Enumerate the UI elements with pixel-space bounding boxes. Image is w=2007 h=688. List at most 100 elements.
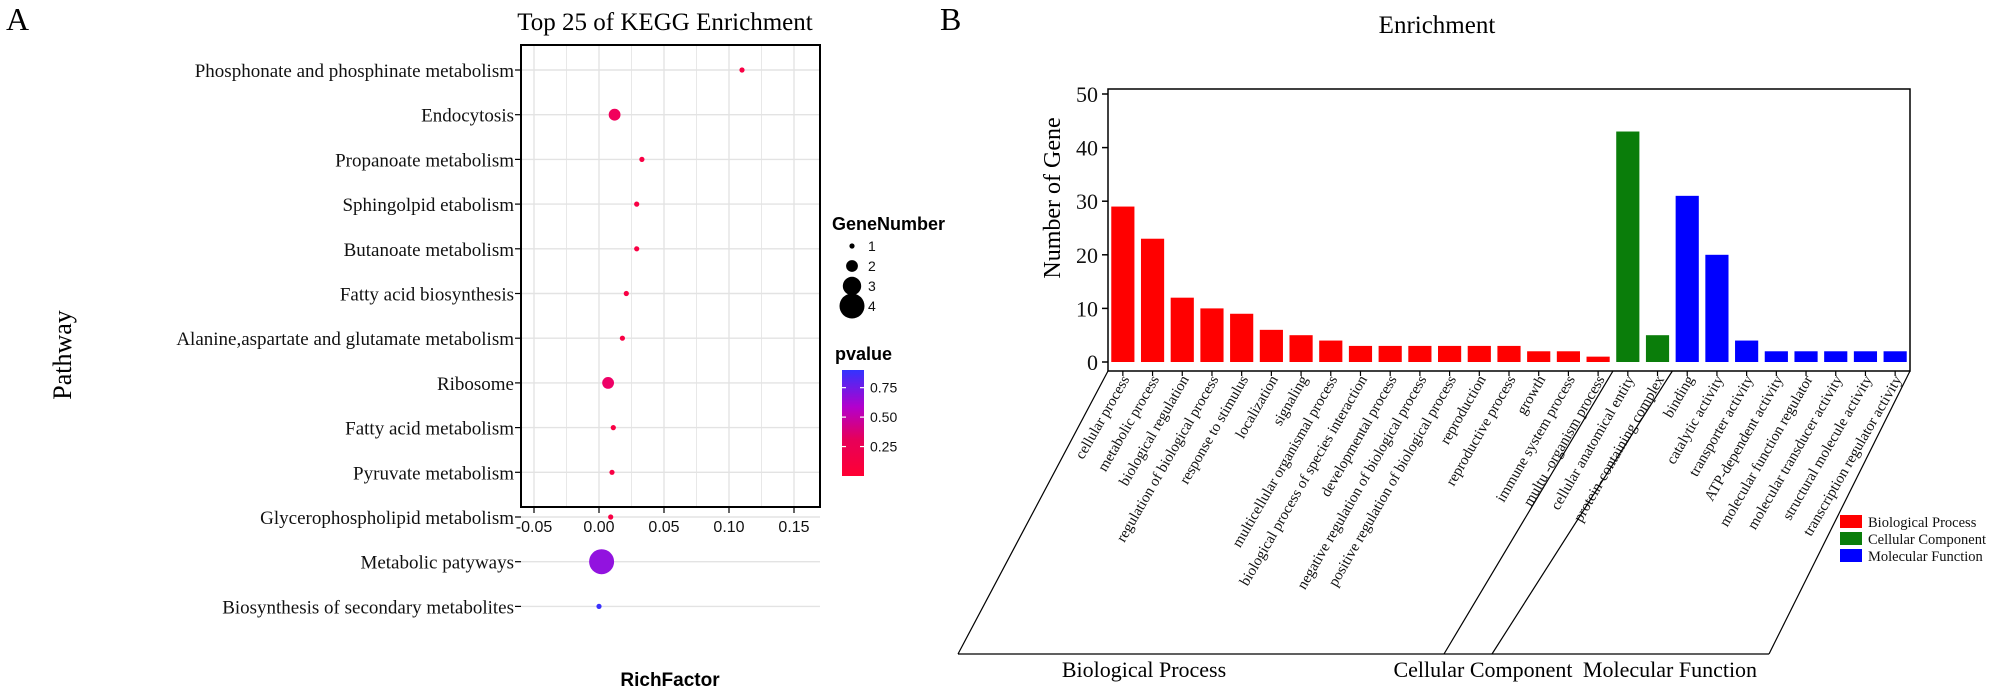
kegg-point — [610, 425, 616, 431]
kegg-pathway-label: Phosphonate and phosphinate metabolism — [195, 61, 514, 82]
go-y-tick-label: 10 — [1076, 296, 1098, 321]
kegg-pathway-label: Glycerophospholipid metabolism — [260, 508, 514, 529]
gene-number-legend-label: 3 — [868, 278, 876, 294]
kegg-pathway-label: Pyruvate metabolism — [353, 463, 514, 484]
go-bar — [1556, 351, 1580, 362]
gene-number-legend-items: 1 2 3 4 — [839, 238, 876, 319]
gene-number-legend-dot — [842, 276, 862, 296]
go-legend-swatch — [1840, 515, 1862, 528]
go-group-perspective-lines — [957, 370, 1911, 655]
kegg-pathway-label: Propanoate metabolism — [335, 150, 514, 171]
go-bar — [1378, 345, 1402, 362]
kegg-pathway-label: Metabolic patyways — [360, 553, 514, 574]
kegg-point — [634, 246, 640, 252]
go-bar — [1259, 329, 1283, 362]
kegg-plot-background — [521, 45, 820, 507]
pvalue-legend-title: pvalue — [835, 344, 892, 364]
kegg-pathway-label: Biosynthesis of secondary metabolites — [222, 597, 514, 618]
go-bar — [1675, 195, 1699, 362]
go-bar — [1586, 356, 1610, 362]
go-legend-label: Molecular Function — [1868, 549, 1984, 565]
pvalue-legend: pvalue 0.25 0.50 0.75 — [835, 344, 897, 476]
go-group-divider — [957, 370, 1109, 655]
go-bar — [1319, 340, 1343, 362]
panel-label-b: B — [940, 1, 961, 37]
go-bar — [1289, 335, 1313, 362]
kegg-point — [596, 603, 602, 610]
kegg-chart-title: Top 25 of KEGG Enrichment — [517, 9, 812, 36]
kegg-x-ticks: -0.05 0.00 0.05 0.10 0.15 — [516, 507, 810, 536]
gene-number-legend-label: 4 — [868, 298, 876, 314]
gene-number-legend-dot — [839, 293, 865, 319]
go-y-tick-label: 50 — [1076, 82, 1098, 107]
go-bar — [1527, 351, 1551, 362]
go-y-tick-label: 40 — [1076, 136, 1098, 161]
kegg-pathway-label: Endocytosis — [421, 106, 514, 127]
kegg-point — [608, 108, 621, 121]
go-legend-swatch — [1840, 549, 1862, 562]
go-bars — [1111, 131, 1907, 362]
kegg-point — [634, 201, 640, 207]
go-bar — [1497, 345, 1521, 362]
go-enrichment-chart: Enrichment 0 10 20 30 40 50 Number of Gene ce… — [957, 12, 1986, 682]
kegg-pathway-label: Alanine,aspartate and glutamate metaboli… — [176, 329, 514, 350]
go-chart-title: Enrichment — [1379, 12, 1496, 39]
kegg-x-tick-label: 0.05 — [648, 519, 679, 536]
go-y-tick-label: 0 — [1087, 350, 1098, 375]
kegg-point — [623, 290, 629, 297]
kegg-point — [602, 377, 614, 389]
gene-number-legend-label: 2 — [868, 258, 876, 274]
go-bar — [1735, 340, 1759, 362]
go-bar — [1200, 308, 1224, 362]
go-bar — [1794, 351, 1818, 362]
kegg-point — [739, 67, 745, 73]
go-y-tick-label: 30 — [1076, 189, 1098, 214]
gene-number-legend-title: GeneNumber — [832, 214, 945, 234]
kegg-point — [619, 335, 626, 341]
go-legend-label: Cellular Component — [1868, 532, 1986, 548]
pvalue-legend-label: 0.50 — [870, 409, 897, 425]
kegg-pathway-labels: Phosphonate and phosphinate metabolism En… — [176, 61, 521, 618]
go-bar — [1111, 206, 1135, 362]
gene-number-legend-dot — [849, 243, 855, 249]
go-bar — [1170, 297, 1194, 362]
kegg-points — [589, 67, 745, 610]
go-y-axis-label: Number of Gene — [1040, 117, 1066, 278]
go-bar — [1438, 345, 1462, 362]
pvalue-legend-label: 0.25 — [870, 439, 897, 455]
go-legend-swatch — [1840, 532, 1862, 545]
go-y-axis: 0 10 20 30 40 50 — [1076, 82, 1108, 375]
go-bar — [1764, 351, 1788, 362]
go-legend-label: Biological Process — [1868, 515, 1977, 531]
kegg-x-tick-label: -0.05 — [516, 519, 553, 536]
pvalue-legend-ticks: 0.25 0.50 0.75 — [842, 380, 897, 455]
go-bar — [1348, 345, 1373, 362]
kegg-y-axis-label: Pathway — [48, 310, 77, 400]
kegg-pathway-label: Butanoate metabolism — [344, 240, 515, 261]
go-bar — [1705, 254, 1729, 362]
kegg-pathway-label: Fatty acid metabolism — [345, 419, 514, 440]
kegg-point — [609, 469, 615, 475]
kegg-point — [608, 514, 614, 520]
go-bar — [1140, 238, 1165, 362]
pvalue-legend-label: 0.75 — [870, 380, 897, 396]
go-bar — [1616, 131, 1640, 362]
kegg-plot-frame — [520, 44, 821, 508]
pvalue-colorbar — [842, 370, 864, 476]
kegg-gridlines — [521, 45, 820, 608]
kegg-bubble-chart: Top 25 of KEGG Enrichment Phosphonate an… — [48, 9, 945, 688]
gene-number-legend-label: 1 — [868, 238, 876, 254]
kegg-pathway-label: Sphingolpid etabolism — [342, 195, 514, 216]
kegg-point — [589, 549, 615, 575]
go-group-label: Biological Process — [1062, 657, 1226, 682]
kegg-x-tick-label: 0.15 — [778, 519, 809, 536]
go-bar — [1853, 351, 1878, 362]
gene-number-legend: GeneNumber 1 2 3 4 — [832, 214, 945, 319]
gene-number-legend-dot — [846, 260, 858, 272]
go-bar — [1408, 345, 1432, 362]
go-bar — [1230, 313, 1254, 362]
go-bar — [1883, 351, 1907, 362]
